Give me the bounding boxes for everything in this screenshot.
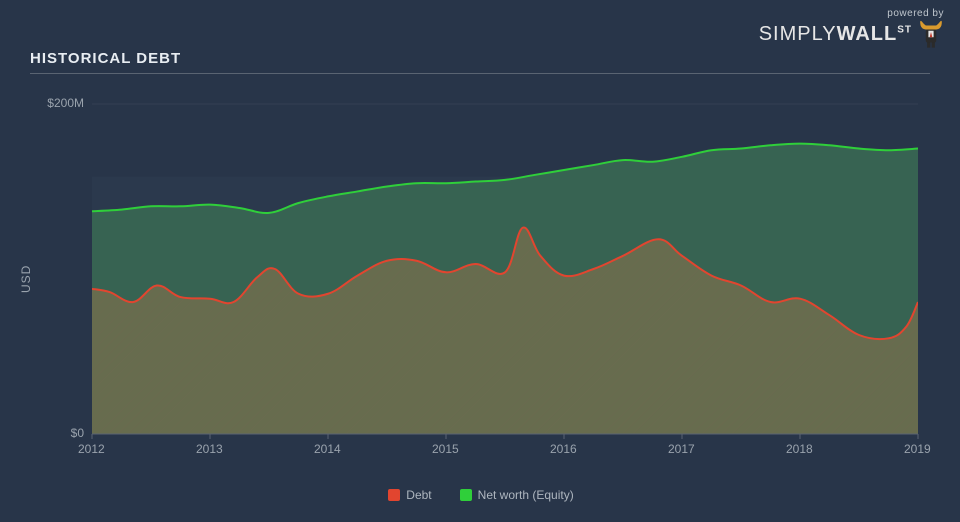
x-tick-label: 2014	[314, 442, 341, 456]
bull-icon	[918, 19, 944, 49]
header-rule	[30, 73, 930, 74]
legend-label: Debt	[406, 488, 431, 502]
x-tick-label: 2019	[904, 442, 931, 456]
x-tick-label: 2016	[550, 442, 577, 456]
legend-item: Net worth (Equity)	[460, 488, 574, 502]
y-tick-label: $200M	[47, 96, 84, 110]
x-tick-label: 2015	[432, 442, 459, 456]
chart-legend: Debt Net worth (Equity)	[30, 488, 932, 502]
x-tick-label: 2017	[668, 442, 695, 456]
brand-suffix: ST	[897, 24, 912, 35]
brand-word-left: SIMPLY	[759, 23, 837, 45]
x-tick-label: 2012	[78, 442, 105, 456]
branding-block: powered by SIMPLYWALLST	[759, 8, 944, 49]
chart-title: HISTORICAL DEBT	[30, 50, 930, 73]
legend-swatch	[388, 489, 400, 501]
historical-debt-chart: USD DebtNet worth (Equity) $0$200M201220…	[30, 86, 932, 500]
powered-by-label: powered by	[759, 8, 944, 19]
x-tick-label: 2013	[196, 442, 223, 456]
chart-svg	[30, 86, 932, 500]
y-tick-label: $0	[71, 426, 84, 440]
legend-item: Debt	[388, 488, 431, 502]
brand-wordmark: SIMPLYWALLST	[759, 23, 912, 46]
legend-label: Net worth (Equity)	[478, 488, 574, 502]
legend-swatch	[460, 489, 472, 501]
brand-word-right: WALL	[837, 23, 898, 45]
x-tick-label: 2018	[786, 442, 813, 456]
section-header: HISTORICAL DEBT	[30, 50, 930, 74]
